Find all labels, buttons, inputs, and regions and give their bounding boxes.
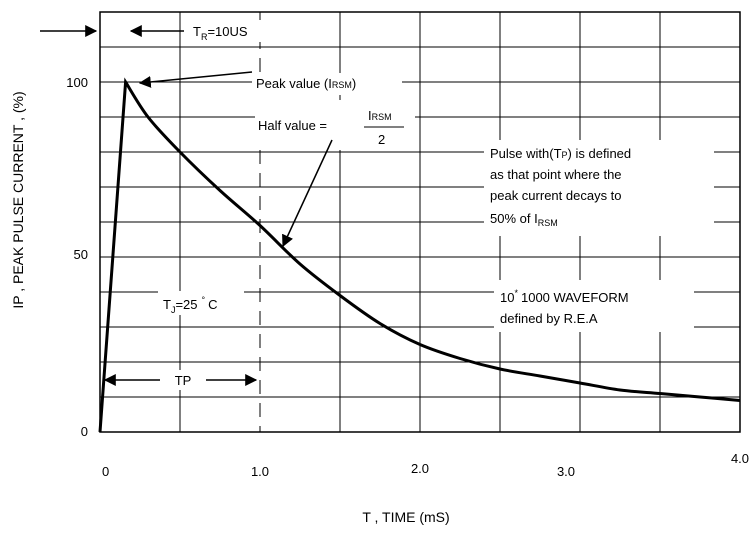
y-axis-label: IP , PEAK PULSE CURRENT , (%) [10, 91, 26, 308]
peak-arrow [138, 71, 253, 88]
waveform-note-line-2: defined by R.E.A [500, 311, 598, 326]
y-tick-0: 0 [81, 424, 88, 439]
half-frac-num: IRSM [368, 108, 392, 123]
waveform-note-line-1: 10* 1000 WAVEFORM [500, 288, 629, 305]
tr-label-bg [188, 20, 270, 42]
pulse-note-bg [484, 140, 714, 236]
plot-frame [99, 11, 741, 433]
half-frac-den: 2 [378, 132, 385, 147]
tp-label: TP [175, 373, 192, 388]
tp-label-bg [164, 370, 204, 390]
y-tick-50: 50 [74, 247, 88, 262]
tr-label: TR=10US [193, 24, 248, 42]
pulse-note-line-1: Pulse with(TP) is defined [490, 146, 631, 161]
x-tick-3: 3.0 [557, 464, 575, 479]
peak-label: Peak value (IRSM) [256, 76, 356, 91]
tj-label-bg [158, 291, 244, 315]
x-axis-label: T , TIME (mS) [362, 509, 449, 525]
x-tick-1: 1.0 [251, 464, 269, 479]
y-tick-100: 100 [66, 75, 88, 90]
peak-label-bg [252, 73, 402, 95]
waveform-note-bg [494, 280, 694, 332]
x-tick-4: 4.0 [731, 451, 749, 466]
x-tick-0: 0 [102, 464, 109, 479]
pulse-note-line-3: peak current decays to [490, 188, 622, 203]
half-arrow [282, 139, 333, 248]
half-label-bg [255, 100, 415, 150]
pulse-note-line-4: 50% of IRSM [490, 211, 558, 228]
tj-label: TJ=25 ° C [163, 295, 218, 315]
pulse-note-line-2: as that point where the [490, 167, 622, 182]
half-value-label: Half value = [258, 118, 327, 133]
x-tick-2: 2.0 [411, 461, 429, 476]
waveform-curve [98, 77, 741, 433]
